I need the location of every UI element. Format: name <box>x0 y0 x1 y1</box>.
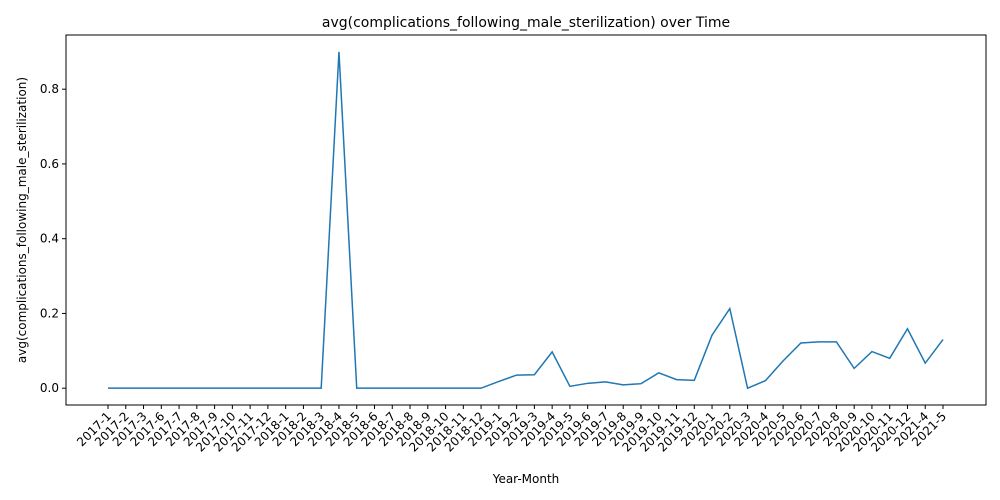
y-tick-label: 0.2 <box>40 306 59 320</box>
plot-area <box>65 34 987 406</box>
y-tick-label: 0.6 <box>40 157 59 171</box>
x-axis: 2017-12017-22017-32017-62017-72017-82017… <box>74 405 949 455</box>
y-axis: 0.0 0.2 0.4 0.6 0.8 <box>40 82 66 395</box>
chart-title: avg(complications_following_male_sterili… <box>322 15 730 31</box>
y-tick-label: 0.4 <box>40 232 59 246</box>
x-axis-label: Year-Month <box>492 472 560 486</box>
y-tick-label: 0.0 <box>40 381 59 395</box>
y-tick-label: 0.8 <box>40 82 59 96</box>
series-line <box>108 51 944 390</box>
y-axis-label: avg(complications_following_male_sterili… <box>15 77 29 363</box>
